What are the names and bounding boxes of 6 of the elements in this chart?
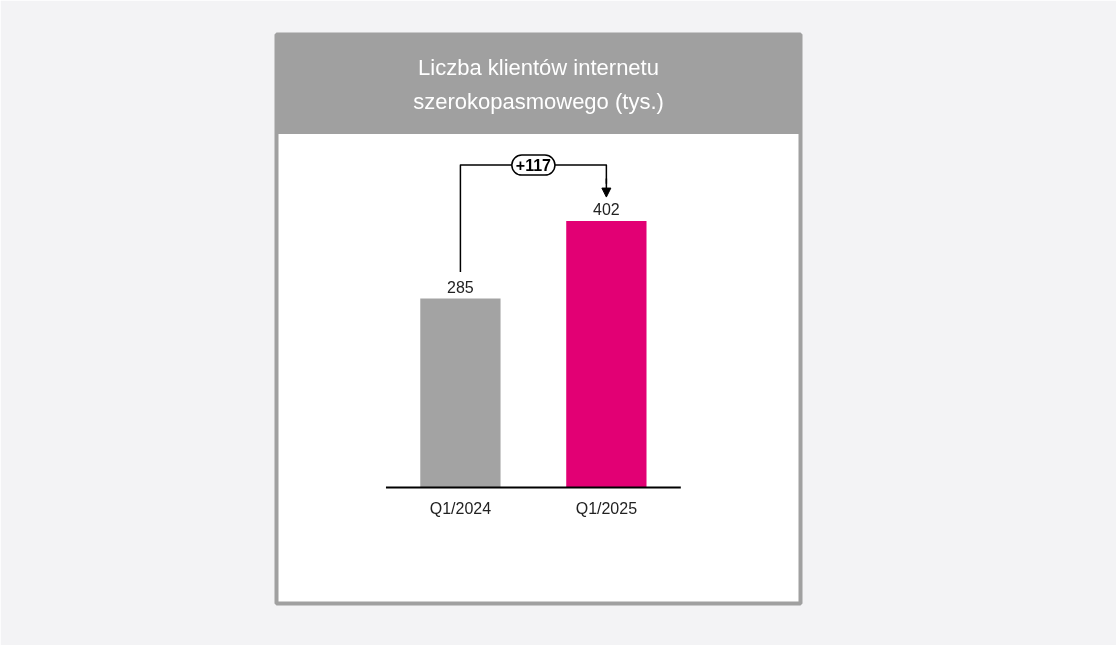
data-label: 402	[593, 201, 620, 219]
data-label: 285	[447, 278, 474, 296]
chart-title: Liczba klientów internetu szerokopasmowego (tys.)	[413, 54, 664, 114]
text: +117	[515, 157, 552, 175]
x-tick-label: Q1/2024	[429, 499, 492, 517]
x-tick-label: Q1/2025	[575, 499, 638, 517]
